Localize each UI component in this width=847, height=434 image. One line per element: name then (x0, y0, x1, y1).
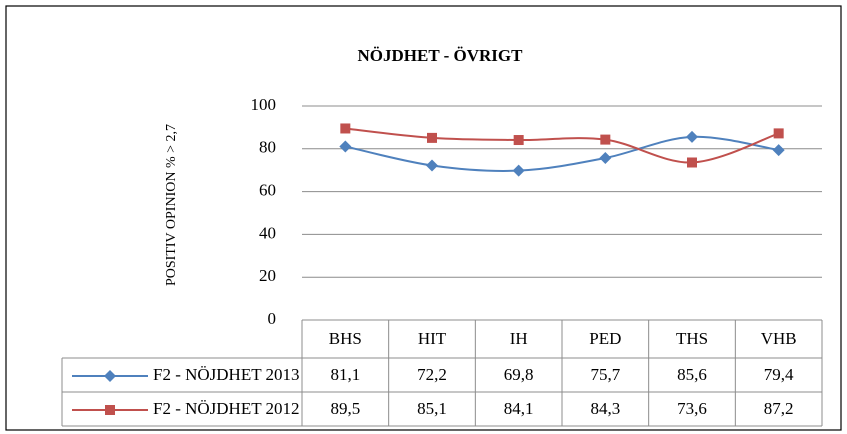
table-value: 84,3 (590, 399, 620, 418)
y-axis-label: POSITIV OPINION % > 2,7 (164, 124, 179, 286)
marker (426, 159, 438, 172)
table-value: 81,1 (330, 365, 360, 384)
x-tick-label: VHB (761, 329, 797, 348)
table-value: 69,8 (504, 365, 534, 384)
y-tick-label: 40 (259, 223, 276, 242)
marker (599, 152, 612, 165)
legend-label: F2 - NÖJDHET 2013 (153, 365, 300, 384)
y-tick-label: 60 (259, 181, 276, 200)
x-tick-label: HIT (418, 329, 447, 348)
marker (105, 405, 115, 415)
marker (687, 157, 697, 168)
table-value: 87,2 (764, 399, 794, 418)
table-value: 75,7 (590, 365, 620, 384)
table-value: 85,6 (677, 365, 707, 384)
series-line (345, 127, 779, 164)
marker (427, 132, 437, 143)
x-tick-label: PED (589, 329, 621, 348)
marker (513, 135, 524, 146)
x-tick-label: IH (510, 329, 528, 348)
table-value: 89,5 (330, 399, 360, 418)
chart-title: NÖJDHET - ÖVRIGT (358, 46, 524, 65)
marker (772, 144, 785, 157)
table-value: 84,1 (504, 399, 534, 418)
x-tick-label: BHS (329, 329, 362, 348)
marker (686, 130, 698, 143)
table-value: 73,6 (677, 399, 707, 418)
chart-border (5, 5, 842, 431)
y-tick-label: 0 (268, 309, 277, 328)
marker (104, 370, 116, 382)
marker (512, 164, 525, 177)
y-tick-label: 20 (259, 266, 276, 285)
table-value: 85,1 (417, 399, 447, 418)
series-line (345, 135, 779, 172)
marker (339, 140, 352, 153)
marker (600, 134, 611, 145)
legend-label: F2 - NÖJDHET 2012 (153, 399, 300, 418)
y-tick-label: 100 (251, 95, 277, 114)
marker (340, 123, 351, 134)
table-value: 79,4 (764, 365, 794, 384)
marker (773, 128, 784, 139)
x-tick-label: THS (676, 329, 708, 348)
table-value: 72,2 (417, 365, 447, 384)
y-tick-label: 80 (259, 138, 276, 157)
